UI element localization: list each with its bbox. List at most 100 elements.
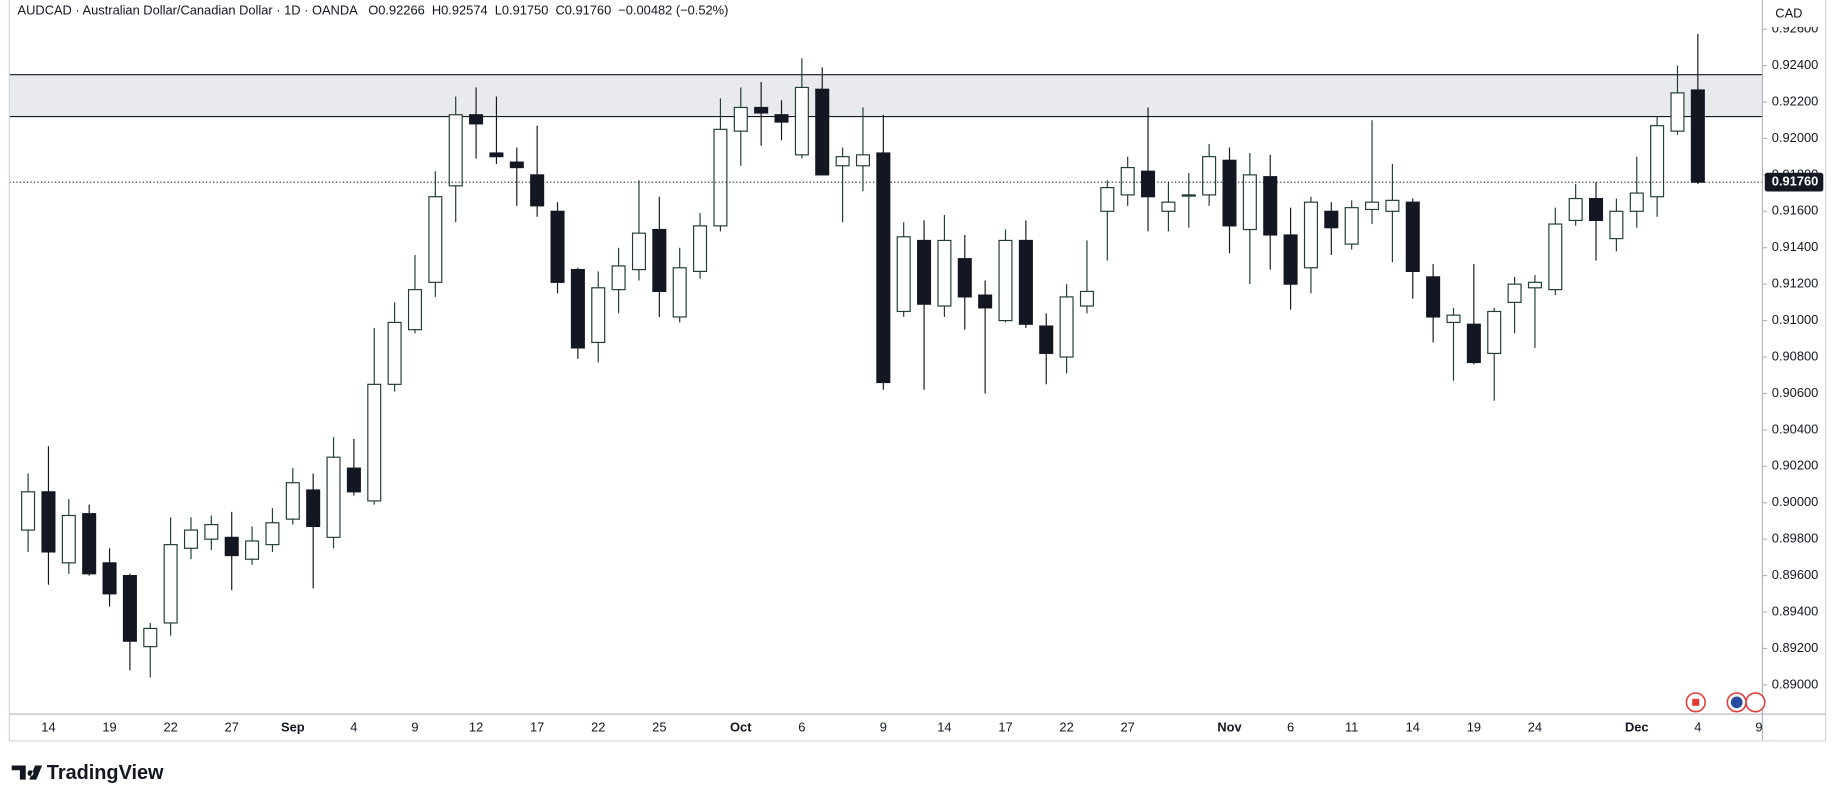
candle-body <box>1446 314 1461 323</box>
candle-body <box>1568 197 1583 221</box>
ohlc-open: O0.92266 <box>368 3 424 18</box>
candle <box>1242 153 1257 285</box>
candle-body <box>917 239 932 305</box>
brand-logo[interactable]: TradingView <box>11 762 164 784</box>
x-tick-label: 22 <box>1059 719 1073 734</box>
candle-body <box>367 383 382 502</box>
candle-body <box>407 289 423 331</box>
currency-label[interactable]: CAD <box>1775 5 1802 20</box>
currency-box[interactable] <box>1764 1 1824 27</box>
candle <box>1365 120 1380 225</box>
candle-body <box>754 106 769 114</box>
symbol-title: AUDCAD · Australian Dollar/Canadian Doll… <box>18 3 359 18</box>
candle <box>1385 163 1400 263</box>
candle-body <box>693 225 708 272</box>
candle <box>1039 313 1054 385</box>
candle <box>937 214 952 317</box>
candle-body <box>998 239 1013 322</box>
last-price-label: 0.91760 <box>1772 174 1818 189</box>
candle-body <box>1548 223 1563 291</box>
candle-body <box>82 513 97 575</box>
candle-body <box>102 562 117 595</box>
axes: 0.89000 0.89200 0.89400 0.89600 0.89800 0.900… <box>41 21 1824 734</box>
candle-body <box>224 536 239 557</box>
candle-body <box>1670 92 1685 132</box>
candle <box>448 96 463 223</box>
candle-body <box>631 232 646 271</box>
candle-body <box>1161 201 1176 212</box>
candle-body <box>835 156 850 167</box>
candle-body <box>815 88 830 176</box>
candle <box>774 100 789 141</box>
y-tick-label: 0.90400 <box>1772 421 1818 436</box>
y-tick-label: 0.90000 <box>1772 494 1818 509</box>
candle <box>1303 196 1318 294</box>
candle <box>1609 198 1624 252</box>
candle-body <box>163 544 178 624</box>
candle <box>754 81 769 146</box>
candle <box>1589 182 1604 261</box>
candle <box>1426 264 1441 343</box>
candle-body <box>489 152 504 158</box>
candle-body <box>1609 210 1624 240</box>
candle <box>1079 240 1094 314</box>
header: AUDCAD · Australian Dollar/Canadian Doll… <box>18 3 729 18</box>
candle <box>1629 156 1644 228</box>
x-tick-label: 4 <box>1694 719 1701 734</box>
candle-body <box>143 627 158 648</box>
candle <box>285 468 300 525</box>
candle <box>1100 180 1115 261</box>
candle-body <box>1405 201 1420 272</box>
candle-body <box>387 321 402 385</box>
candle <box>1181 173 1196 228</box>
candle <box>570 267 585 359</box>
candle-body <box>530 174 545 207</box>
candle-body <box>469 114 484 125</box>
x-tick-label: 12 <box>469 719 483 734</box>
candle <box>1507 276 1522 334</box>
candle <box>245 526 260 565</box>
candle <box>1650 116 1665 217</box>
candle <box>1568 183 1583 226</box>
candle-body <box>183 529 199 549</box>
candle-body <box>876 152 891 384</box>
y-tick-label: 0.91400 <box>1772 239 1818 254</box>
ohlc-change: −0.00482 (−0.52%) <box>618 3 728 18</box>
x-tick-label: 27 <box>1121 719 1135 734</box>
candle-body <box>1690 89 1705 183</box>
candle <box>1263 154 1278 270</box>
x-tick-label: Sep <box>281 719 305 734</box>
candle-body <box>957 258 972 298</box>
x-tick-label: 14 <box>937 719 951 734</box>
candle <box>509 147 524 206</box>
candle-body <box>61 514 76 564</box>
y-tick-label: 0.89800 <box>1772 531 1818 546</box>
candle-body <box>652 228 667 293</box>
candle <box>1690 33 1705 184</box>
flag-icon <box>1730 696 1743 709</box>
x-tick-label: 6 <box>798 719 805 734</box>
x-tick-label: 17 <box>998 719 1012 734</box>
candle-body <box>346 467 361 493</box>
candle <box>1487 307 1502 401</box>
candle-body <box>1141 170 1156 198</box>
candle-body <box>794 86 809 156</box>
candle-body <box>733 106 748 132</box>
candle-body <box>1527 281 1542 289</box>
ohlc-close: C0.91760 <box>555 3 611 18</box>
candle-body <box>428 196 443 283</box>
x-tick-label: 14 <box>41 719 55 734</box>
event-flag[interactable] <box>1745 692 1766 713</box>
candle <box>1018 220 1033 328</box>
candle <box>591 271 606 363</box>
candle-body <box>1303 201 1318 269</box>
ohlc-high: H0.92574 <box>432 3 488 18</box>
candle <box>122 573 137 671</box>
flag-icon <box>1692 698 1700 706</box>
candle-body <box>1242 174 1257 231</box>
candle-body <box>1466 323 1481 364</box>
x-tick-label: 9 <box>880 719 887 734</box>
